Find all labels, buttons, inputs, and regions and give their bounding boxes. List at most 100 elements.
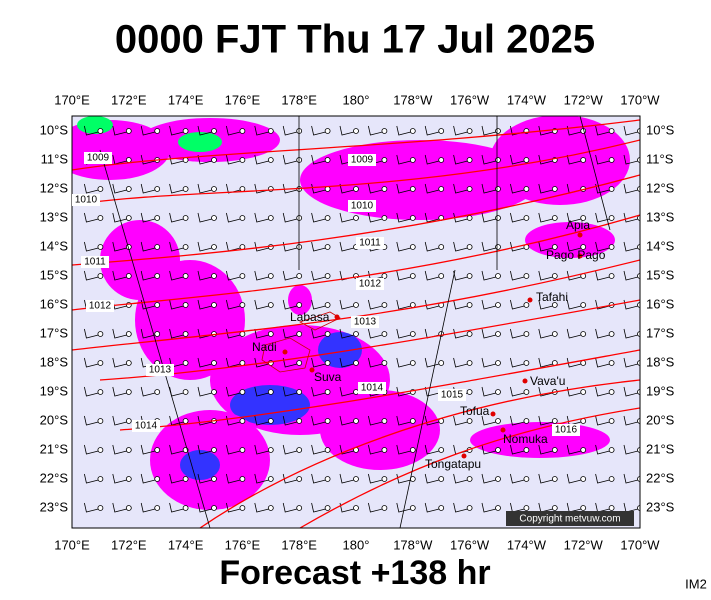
barb-station [637, 360, 640, 366]
barb-station [267, 447, 274, 453]
barb-station [580, 476, 587, 482]
isobar-label-box [81, 256, 109, 268]
barb [311, 415, 326, 426]
barb [254, 415, 269, 426]
latitude-label: 18°S [646, 354, 675, 369]
barb-station [637, 157, 640, 163]
barb-station [97, 360, 104, 366]
longitude-label: 172°W [564, 537, 604, 552]
barb-station [523, 389, 530, 395]
barb [424, 183, 440, 194]
barb-station [239, 215, 246, 221]
barb [510, 444, 525, 455]
barb [481, 415, 497, 426]
barb-station [125, 331, 132, 337]
latitude-label: 19°S [40, 383, 69, 398]
barb [226, 386, 241, 397]
barb [282, 270, 298, 281]
barb [538, 299, 553, 310]
barb [424, 241, 440, 252]
isobar-label-box [351, 316, 379, 328]
isobar-label: 1010 [75, 195, 98, 206]
barb [254, 270, 269, 281]
isobar-label-box [86, 300, 114, 312]
barb [623, 444, 639, 455]
barb [396, 183, 411, 194]
barb [140, 386, 156, 397]
latitude-label: 23°S [646, 499, 675, 514]
barb-station [409, 186, 416, 192]
barb-station [637, 215, 640, 221]
barb [368, 183, 383, 194]
barb-station [637, 505, 640, 511]
latitude-label: 10°S [40, 122, 69, 137]
barb [538, 270, 553, 281]
barb-station [409, 331, 416, 337]
barb-station [97, 186, 104, 192]
isobar-label: 1009 [87, 153, 110, 164]
barb-station [125, 215, 132, 221]
barb [254, 125, 269, 136]
barb [254, 328, 269, 339]
barb [140, 183, 156, 194]
barb-station [466, 389, 473, 395]
barb-station [154, 505, 161, 511]
barb-station [296, 360, 303, 366]
barb [481, 212, 497, 223]
barb [112, 270, 127, 281]
barb [623, 212, 639, 223]
corner-label: IM2 [685, 576, 707, 591]
barb [368, 299, 383, 310]
boundaries [99, 115, 611, 529]
barb [339, 386, 355, 397]
barb [566, 125, 582, 136]
longitude-label: 176°E [225, 92, 261, 107]
barb [481, 241, 497, 252]
barb-station [154, 273, 161, 279]
barb [197, 125, 213, 136]
barb-station [438, 186, 445, 192]
barb-station [608, 447, 615, 453]
barb-station [182, 302, 189, 308]
barb-station [239, 476, 246, 482]
barb-station [637, 186, 640, 192]
barb [453, 299, 468, 310]
latitude-label: 21°S [40, 441, 69, 456]
barb [169, 502, 184, 513]
barb [282, 444, 298, 455]
barb-station [267, 215, 274, 221]
barb [311, 444, 326, 455]
place-label: Suva [314, 370, 342, 384]
barb [140, 212, 156, 223]
barb [623, 125, 639, 136]
barb-station [211, 505, 217, 511]
isobar-label-box [356, 237, 384, 249]
isobar-label-box [72, 194, 100, 206]
place-dot [522, 378, 528, 384]
barb-station [523, 505, 530, 511]
barb-station [97, 244, 104, 250]
barb-station [353, 128, 359, 134]
barb-station [551, 215, 558, 221]
barb-station [551, 302, 558, 308]
wind-barbs [84, 125, 640, 513]
barb [595, 270, 610, 281]
barb-station [324, 476, 331, 482]
barb [84, 502, 99, 513]
barb [339, 357, 355, 368]
barb-station [438, 447, 445, 453]
barb-station [495, 157, 501, 163]
barb [396, 386, 411, 397]
barb [424, 357, 440, 368]
barb-station [637, 128, 640, 134]
barb-station [523, 302, 530, 308]
barb [424, 270, 440, 281]
barb [396, 212, 411, 223]
barb [112, 415, 127, 426]
barb [424, 125, 440, 136]
place-label: Nadi [252, 340, 277, 354]
barb-station [580, 215, 587, 221]
barb-station [353, 476, 359, 482]
isobar-label-box [358, 382, 386, 394]
